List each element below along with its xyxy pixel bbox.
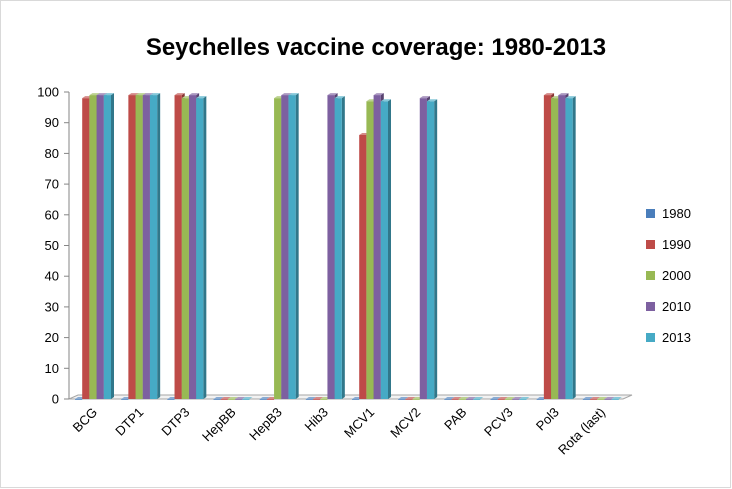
bar-mcv2-2013 xyxy=(426,99,438,400)
x-tick-label: MCV2 xyxy=(387,405,423,441)
legend-item-2000: 2000 xyxy=(646,268,691,283)
bar-hib3-2013 xyxy=(334,96,345,399)
chart-title: Seychelles vaccine coverage: 1980-2013 xyxy=(146,34,606,61)
legend-label: 2000 xyxy=(662,268,691,283)
y-tick-label: 70 xyxy=(45,177,59,192)
legend-swatch xyxy=(646,240,655,249)
legend-swatch xyxy=(646,271,655,280)
bar-mcv1-2013 xyxy=(380,99,391,400)
bar-pab-1990 xyxy=(451,397,462,400)
y-tick-label: 100 xyxy=(37,85,59,100)
bar-hib3-1990 xyxy=(313,397,324,400)
x-tick-label: HepBB xyxy=(199,405,239,445)
x-tick-label: HepB3 xyxy=(246,405,285,444)
bar-bcg-2013 xyxy=(103,93,114,399)
bar-hepbb-2013 xyxy=(242,397,253,400)
legend-label: 2010 xyxy=(662,299,691,314)
bar-hepb3-2013 xyxy=(288,93,299,399)
legend-item-1990: 1990 xyxy=(646,237,691,252)
bar-rota-last--1980 xyxy=(582,397,594,400)
legend-label: 1990 xyxy=(662,237,691,252)
y-axis: 0 10 20 30 40 50 60 70 80 90 100 xyxy=(37,85,70,407)
y-tick-label: 30 xyxy=(45,299,59,314)
bar-mcv2-1990 xyxy=(405,397,416,400)
x-tick-label: Pol3 xyxy=(533,405,562,434)
bar-pcv3-2000 xyxy=(504,397,516,400)
bar-pcv3-1980 xyxy=(490,397,501,400)
bars xyxy=(75,93,622,400)
bar-pab-1980 xyxy=(444,397,455,400)
legend-item-2010: 2010 xyxy=(646,299,691,314)
chart-floor-plane xyxy=(68,394,633,400)
bar-pcv3-2013 xyxy=(519,397,530,400)
bar-hepbb-1990 xyxy=(220,397,231,400)
bar-rota-last--2010 xyxy=(604,397,615,400)
bar-pcv3-2010 xyxy=(512,397,523,400)
bar-hepbb-2000 xyxy=(227,397,239,400)
bar-pab-2010 xyxy=(465,397,477,400)
bar-mcv2-1980 xyxy=(398,397,409,400)
y-tick-label: 90 xyxy=(45,115,59,130)
bar-pab-2013 xyxy=(473,397,484,400)
y-tick-label: 50 xyxy=(45,238,59,253)
x-tick-label: PCV3 xyxy=(481,405,516,440)
y-tick-label: 80 xyxy=(45,146,59,161)
bar-pab-2000 xyxy=(458,397,469,400)
bar-hepbb-1980 xyxy=(213,397,224,400)
y-tick-label: 40 xyxy=(45,269,59,284)
bar-rota-last--2013 xyxy=(611,397,622,400)
legend-swatch xyxy=(646,333,655,342)
y-tick-label: 10 xyxy=(45,361,59,376)
y-tick-label: 60 xyxy=(45,207,59,222)
legend-item-1980: 1980 xyxy=(646,206,691,221)
bar-dtp3-2013 xyxy=(196,96,207,399)
x-tick-label: Hib3 xyxy=(302,405,332,435)
x-tick-label: DTP1 xyxy=(112,405,146,439)
x-tick-label: BCG xyxy=(70,405,101,436)
bar-rota-last--2000 xyxy=(597,397,608,400)
x-tick-label: DTP3 xyxy=(158,405,192,439)
x-tick-label: Rota (last) xyxy=(555,405,608,458)
y-tick-label: 20 xyxy=(45,330,59,345)
legend-label: 1980 xyxy=(662,206,691,221)
y-tick-label: 0 xyxy=(52,392,59,407)
x-axis-labels: BCG DTP1 DTP3 HepBB HepB3 Hib3 MCV1 MCV2 PAB PCV3… xyxy=(70,405,608,458)
legend-item-2013: 2013 xyxy=(646,330,691,345)
legend: 1980 1990 2000 2010 2013 xyxy=(646,206,691,345)
x-tick-label: PAB xyxy=(441,405,469,433)
bar-pcv3-1990 xyxy=(497,397,508,400)
legend-swatch xyxy=(646,209,655,218)
bar-rota-last--1990 xyxy=(590,397,601,400)
bar-pol3-2013 xyxy=(565,96,576,399)
bar-hepb3-1980 xyxy=(259,397,270,400)
bar-dtp1-2013 xyxy=(149,93,161,399)
chart-floor xyxy=(68,394,633,400)
bar-hepbb-2010 xyxy=(235,397,246,400)
bar-hib3-1980 xyxy=(305,397,317,400)
x-tick-label: MCV1 xyxy=(341,405,377,441)
legend-label: 2013 xyxy=(662,330,691,345)
legend-swatch xyxy=(646,302,655,311)
